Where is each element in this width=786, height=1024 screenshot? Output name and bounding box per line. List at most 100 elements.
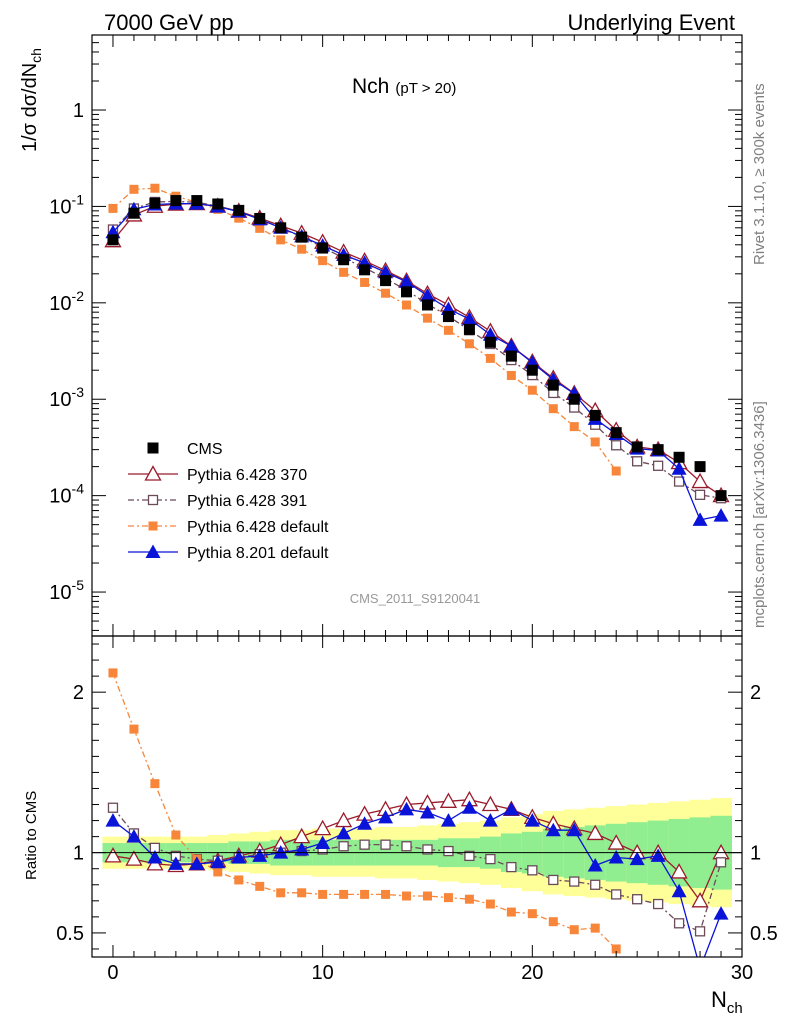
cms-data-point xyxy=(233,204,245,216)
mcplots-label: mcplots.cern.ch [arXiv:1306.3436] xyxy=(751,401,768,628)
cms-data-point xyxy=(149,197,161,209)
ratio-data-point xyxy=(440,813,456,827)
ratio-data-point xyxy=(360,889,370,899)
ratio-data-point xyxy=(607,834,625,850)
ratio-data-point xyxy=(402,891,412,901)
ratio-data-point xyxy=(439,792,458,808)
cms-data-point xyxy=(673,451,685,463)
ratio-data-point xyxy=(381,889,391,899)
y-axis-label: 1/σ dσ/dNch xyxy=(19,48,44,152)
cms-data-point xyxy=(170,195,182,207)
ratio-data-point xyxy=(524,813,540,827)
ratio-data-point xyxy=(611,944,621,954)
ratio-data-point xyxy=(294,841,310,856)
cms-data-point xyxy=(128,207,140,219)
cms-data-point xyxy=(568,393,580,405)
data-point xyxy=(691,472,709,489)
ratio-data-point xyxy=(527,865,538,876)
data-point xyxy=(611,466,621,476)
data-point xyxy=(632,456,643,467)
ratio-data-point xyxy=(590,879,601,890)
ratio-data-point xyxy=(586,824,604,841)
ratio-data-point xyxy=(545,822,561,837)
cms-data-point xyxy=(212,198,224,210)
ratio-y-axis-label: Ratio to CMS xyxy=(23,791,40,880)
ratio-data-point xyxy=(107,802,119,813)
legend-label: Pythia 6.428 391 xyxy=(187,493,307,510)
ratio-data-point xyxy=(569,925,579,935)
ratio-data-point xyxy=(147,849,163,864)
data-point xyxy=(590,437,600,447)
data-point xyxy=(611,440,622,451)
y-tick-label: 10-5 xyxy=(49,577,84,604)
ratio-data-point xyxy=(481,795,499,812)
ratio-data-point xyxy=(506,861,517,873)
cms-data-point xyxy=(631,441,643,453)
x-tick-label: 30 xyxy=(731,962,753,984)
ratio-data-point xyxy=(255,881,265,891)
ratio-y-tick-label-right: 2 xyxy=(750,682,761,704)
ratio-data-point xyxy=(611,889,622,900)
legend-entry: CMS xyxy=(147,441,223,458)
ratio-data-point xyxy=(485,899,495,909)
ratio-data-point xyxy=(566,822,582,837)
ratio-data-point xyxy=(336,825,352,840)
ratio-data-point xyxy=(108,668,118,678)
data-point xyxy=(713,508,729,522)
ratio-data-point xyxy=(273,845,289,859)
cms-data-point xyxy=(589,409,601,421)
ratio-data-point xyxy=(650,848,666,862)
ratio-data-point xyxy=(125,850,143,866)
ratio-data-point xyxy=(399,801,415,816)
ratio-data-point xyxy=(590,923,600,933)
ratio-data-point xyxy=(691,891,709,908)
x-tick-label: 0 xyxy=(107,962,118,984)
ratio-data-point xyxy=(587,858,603,872)
cms-data-point xyxy=(421,299,433,311)
ratio-data-point xyxy=(126,829,142,843)
cms-data-point xyxy=(715,490,727,502)
watermark: CMS_2011_S9120041 xyxy=(350,591,481,606)
legend-label: Pythia 6.428 default xyxy=(187,519,329,536)
ratio-data-point xyxy=(693,961,708,975)
data-point xyxy=(694,489,706,500)
legend-marker xyxy=(145,544,161,558)
ratio-data-point xyxy=(339,889,349,899)
ratio-data-point xyxy=(105,813,121,827)
rivet-label: Rivet 3.1.10, ≥ 300k events xyxy=(751,83,768,265)
cms-data-point xyxy=(338,254,350,266)
ratio-y-tick-label: 2 xyxy=(73,682,84,704)
cms-data-point xyxy=(463,323,475,335)
ratio-data-point xyxy=(548,917,558,927)
ratio-data-point xyxy=(464,894,474,904)
header-right: Underlying Event xyxy=(567,10,735,35)
ratio-data-point xyxy=(713,906,729,920)
ratio-data-point xyxy=(234,875,244,885)
data-point xyxy=(381,288,391,298)
data-point xyxy=(276,235,286,245)
ratio-data-point xyxy=(715,857,727,868)
ratio-data-point xyxy=(694,926,706,937)
ratio-data-point xyxy=(652,898,664,910)
data-point xyxy=(527,385,537,395)
ratio-y-tick-label: 1 xyxy=(73,843,84,865)
data-point xyxy=(378,264,394,279)
ratio-data-point xyxy=(150,779,160,789)
ratio-panel-series xyxy=(104,668,730,975)
data-point xyxy=(255,223,265,233)
ratio-data-point xyxy=(548,874,559,886)
ratio-data-point xyxy=(359,839,370,850)
ratio-data-point xyxy=(318,889,328,899)
y-tick-label: 10-2 xyxy=(49,288,84,315)
x-axis-label: Nch xyxy=(711,987,743,1017)
ratio-data-point xyxy=(482,813,498,827)
legend-marker xyxy=(144,465,162,481)
ratio-data-point xyxy=(443,893,453,903)
cms-data-point xyxy=(484,336,496,348)
cms-data-point xyxy=(401,286,413,298)
ratio-data-point xyxy=(422,844,433,855)
data-point xyxy=(569,422,579,432)
data-point xyxy=(485,353,495,363)
data-point xyxy=(399,274,415,288)
data-point xyxy=(150,183,160,193)
